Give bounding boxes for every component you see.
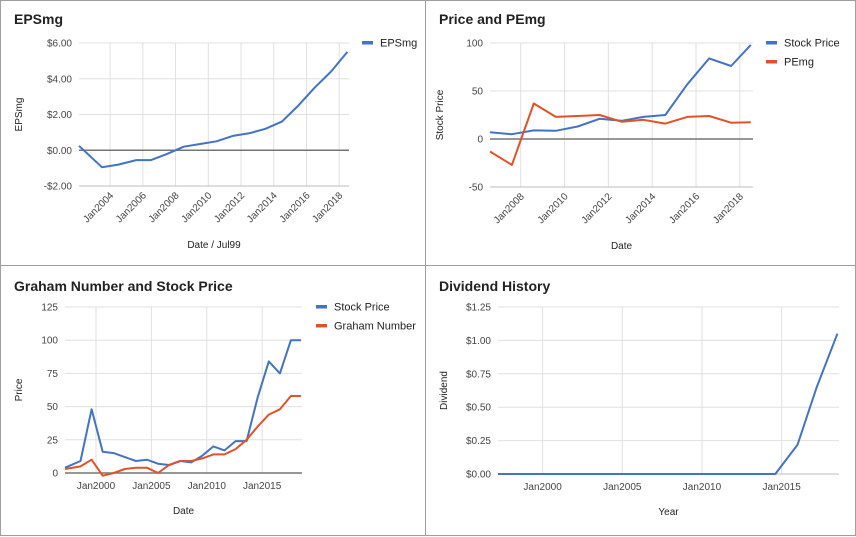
pe-x-tick-label: Jan2018 [711, 191, 746, 226]
graham-y-tick-label: 25 [47, 435, 59, 446]
eps-x-tick-label: Jan2004 [81, 190, 116, 225]
pe-series-line-pemg [489, 102, 751, 166]
dividend-y-tick-label: $0.75 [466, 369, 491, 380]
graham-series-line-stock-price [64, 339, 301, 469]
legend-item-epsmg: EPSmg [362, 38, 417, 50]
eps-series-line-epsmg [78, 51, 349, 169]
dividend-y-tick-label: $0.50 [466, 403, 491, 414]
legend-swatch-pemg [766, 60, 777, 64]
dividend-series-line-dividend [498, 333, 839, 475]
pe-y-tick-label: 0 [477, 135, 483, 146]
eps-y-axis-label: EPSmg [14, 98, 25, 132]
graham-y-tick-label: 50 [47, 402, 59, 413]
legend-item-stock-price: Stock Price [766, 38, 840, 50]
pe-y-axis-label: Stock Price [435, 89, 446, 140]
graham-y-tick-label: 100 [41, 336, 58, 347]
dividend-chart-svg: Dividend History $0.00 $0.25 $0.50 $0.75 $1.0… [439, 278, 839, 518]
pe-chart-title: Price and PEmg [439, 11, 546, 27]
legend-label-epsmg: EPSmg [380, 38, 417, 50]
dividend-chart-title: Dividend History [439, 278, 550, 294]
eps-chart-title: EPSmg [14, 11, 63, 27]
dividend-x-axis-label: Year [658, 507, 679, 518]
pe-y-tick-label: 100 [466, 39, 483, 50]
eps-y-tick-label: -$2.00 [44, 182, 73, 193]
dividend-y-tick-label: $1.25 [466, 303, 491, 314]
eps-x-tick-label: Jan2016 [278, 190, 313, 225]
graham-x-tick-label: Jan2000 [77, 481, 116, 492]
dividend-x-tick-label: Jan2015 [762, 482, 801, 493]
dividend-x-tick-label: Jan2010 [683, 482, 722, 493]
eps-x-axis-label: Date / Jul99 [187, 240, 241, 251]
eps-x-tick-label: Jan2018 [310, 190, 345, 225]
pe-chart-svg: Price and PEmg -50 0 50 100 Jan2008 Jan2010 Jan… [435, 11, 840, 252]
graham-x-tick-label: Jan2005 [132, 481, 171, 492]
pe-x-tick-label: Jan2014 [623, 191, 658, 226]
eps-chart-svg: EPSmg-$2.00$0.00$2.00$4.00$6.00Jan2004Ja… [14, 11, 417, 251]
graham-y-tick-label: 75 [47, 369, 59, 380]
dividend-x-tick-label: Jan2005 [603, 482, 642, 493]
graham-y-tick-label: 0 [52, 469, 58, 480]
legend-swatch-stock-price [316, 305, 327, 309]
legend-item-graham-number: Graham Number [316, 321, 416, 333]
legend-item-stock-price: Stock Price [316, 302, 390, 314]
graham-series-line-graham-number [64, 395, 301, 477]
pe-x-tick-label: Jan2010 [536, 191, 571, 226]
eps-x-tick-label: Jan2012 [212, 190, 247, 225]
eps-y-tick-label: $4.00 [47, 74, 72, 85]
legend-swatch-epsmg [362, 41, 373, 45]
legend-item-pemg: PEmg [766, 57, 814, 69]
graham-x-tick-label: Jan2015 [243, 481, 282, 492]
legend-label-pemg: PEmg [784, 57, 814, 69]
legend-swatch-stock-price [766, 41, 777, 45]
dividend-y-tick-label: $0.25 [466, 436, 491, 447]
dividend-chart-panel: Dividend History $0.00 $0.25 $0.50 $0.75 $1.0… [425, 265, 856, 536]
legend-label-stock-price: Stock Price [784, 38, 840, 50]
eps-y-tick-label: $0.00 [47, 146, 72, 157]
eps-x-tick-label: Jan2006 [114, 190, 149, 225]
pe-x-tick-label: Jan2012 [580, 191, 615, 226]
pe-x-tick-label: Jan2008 [492, 191, 527, 226]
graham-chart-svg: Graham Number and Stock Price 0 25 50 75 100 1… [14, 278, 416, 517]
graham-chart-title: Graham Number and Stock Price [14, 278, 233, 294]
graham-y-axis-label: Price [14, 378, 25, 401]
legend-label-graham-number: Graham Number [334, 321, 416, 333]
legend-label-stock-price: Stock Price [334, 302, 390, 314]
price-pe-chart-panel: Price and PEmg -50 0 50 100 Jan2008 Jan2010 Jan… [425, 0, 856, 266]
pe-x-tick-label: Jan2016 [667, 191, 702, 226]
graham-chart-panel: Graham Number and Stock Price 0 25 50 75 100 1… [0, 265, 426, 536]
dividend-x-tick-label: Jan2000 [523, 482, 562, 493]
pe-x-axis-label: Date [611, 241, 633, 252]
pe-y-tick-label: 50 [472, 87, 484, 98]
graham-y-tick-label: 125 [41, 303, 58, 314]
eps-x-tick-label: Jan2010 [179, 190, 214, 225]
eps-chart-panel: EPSmg -$2.00 $0.00 $2.00 $4.00 $6.00 Jan2004 Ja… [0, 0, 426, 266]
eps-x-tick-label: Jan2008 [147, 190, 182, 225]
eps-y-tick-label: $2.00 [47, 110, 72, 121]
dividend-y-tick-label: $1.00 [466, 336, 491, 347]
eps-x-tick-label: Jan2014 [245, 190, 280, 225]
eps-y-tick-label: $6.00 [47, 39, 72, 50]
pe-y-tick-label: -50 [469, 183, 484, 194]
dividend-y-axis-label: Dividend [439, 371, 450, 410]
graham-x-axis-label: Date [173, 506, 195, 517]
dividend-y-tick-label: $0.00 [466, 470, 491, 481]
graham-x-tick-label: Jan2010 [188, 481, 227, 492]
legend-swatch-graham-number [316, 324, 327, 328]
